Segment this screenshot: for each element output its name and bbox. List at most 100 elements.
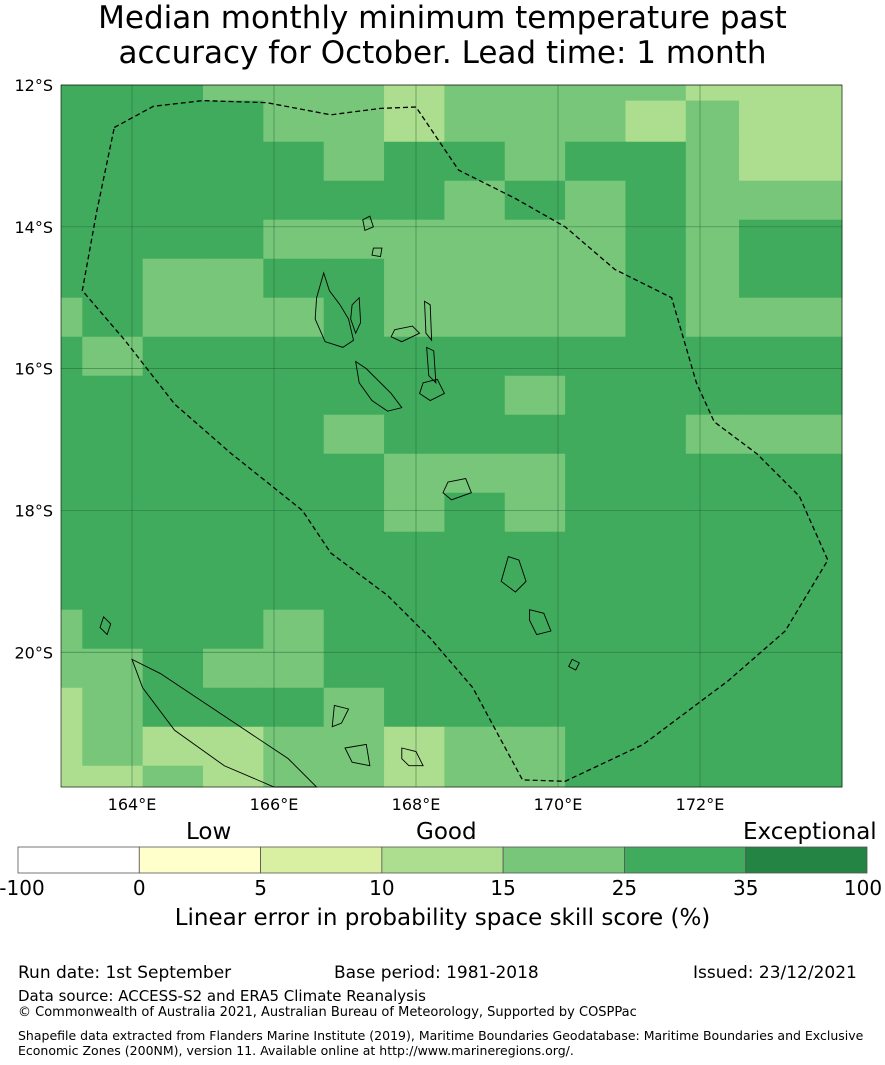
latitude-label: 14°S — [14, 218, 53, 237]
skill-cell — [685, 453, 740, 494]
skill-cell — [82, 297, 144, 338]
skill-cell — [565, 414, 626, 455]
skill-cell — [504, 375, 566, 416]
skill-cell — [504, 609, 566, 650]
skill-cell — [142, 726, 204, 767]
skill-cell — [444, 531, 506, 572]
island-outline — [401, 747, 424, 767]
skill-cell — [565, 609, 626, 650]
skill-cell — [203, 258, 264, 299]
skill-cell — [739, 336, 843, 377]
legend-color-segment — [138, 846, 261, 874]
legend-color-segment — [745, 846, 868, 874]
skill-cell — [61, 648, 83, 689]
skill-cell — [263, 531, 325, 572]
base-period: Base period: 1981-2018 — [334, 963, 539, 983]
skill-cell — [739, 414, 843, 455]
skill-cell — [323, 219, 385, 260]
skill-cell — [685, 375, 740, 416]
skill-cell — [444, 765, 506, 788]
legend-word-exceptional: Exceptional — [743, 819, 877, 845]
skill-cell — [685, 765, 740, 788]
eez-boundary — [81, 99, 829, 782]
skill-cell — [82, 492, 144, 533]
skill-cell — [61, 687, 83, 728]
latitude-label: 16°S — [14, 360, 53, 379]
skill-cell — [323, 180, 385, 221]
skill-cell — [504, 219, 566, 260]
skill-cell — [323, 609, 385, 650]
skill-cell — [565, 375, 626, 416]
skill-cell — [82, 336, 144, 377]
skill-cell — [203, 414, 264, 455]
island-outline — [344, 743, 371, 767]
skill-cell — [384, 85, 445, 102]
skill-cell — [565, 453, 626, 494]
legend-tick-label: 10 — [369, 876, 395, 900]
skill-cell — [323, 336, 385, 377]
copyright: © Commonwealth of Australia 2021, Austra… — [18, 1005, 637, 1020]
island-outline — [355, 360, 403, 412]
skill-cell — [142, 570, 204, 611]
skill-cell — [504, 85, 566, 102]
skill-cell — [739, 219, 843, 260]
skill-cell — [504, 100, 566, 143]
skill-cell — [444, 141, 506, 182]
skill-cell — [739, 492, 843, 533]
skill-cell — [565, 100, 626, 143]
legend-word-good: Good — [416, 819, 477, 845]
skill-cell — [203, 85, 264, 102]
skill-cell — [82, 219, 144, 260]
skill-cell — [504, 765, 566, 788]
island-outline — [390, 325, 421, 343]
skill-cell — [565, 141, 626, 182]
skill-cell — [565, 687, 626, 728]
skill-cell — [685, 492, 740, 533]
skill-cell — [61, 219, 83, 260]
skill-cell — [504, 141, 566, 182]
skill-cell — [142, 492, 204, 533]
skill-cell — [625, 375, 687, 416]
legend-tick-label: 100 — [843, 876, 883, 900]
skill-cell — [203, 100, 264, 143]
skill-cell — [384, 765, 445, 788]
skill-cell — [263, 609, 325, 650]
skill-cell — [504, 570, 566, 611]
skill-cell — [444, 219, 506, 260]
skill-cell — [685, 687, 740, 728]
skill-cell — [82, 414, 144, 455]
longitude-labels: 164°E 166°E 168°E 170°E 172°E — [108, 795, 725, 814]
skill-cell — [61, 453, 83, 494]
skill-cell — [203, 648, 264, 689]
skill-cell — [685, 219, 740, 260]
skill-cell — [625, 609, 687, 650]
legend-tick-label: 5 — [254, 876, 267, 900]
skill-cell — [739, 100, 843, 143]
skill-cell — [444, 453, 506, 494]
skill-cell — [323, 141, 385, 182]
skill-cell — [203, 297, 264, 338]
skill-cell — [565, 726, 626, 767]
island-outline — [529, 609, 552, 636]
legend-color-segment — [260, 846, 383, 874]
skill-cell — [739, 726, 843, 767]
skill-cell — [82, 180, 144, 221]
skill-cell — [444, 570, 506, 611]
skill-cell — [384, 219, 445, 260]
longitude-label: 164°E — [108, 795, 157, 814]
skill-cell — [625, 648, 687, 689]
skill-cell — [625, 219, 687, 260]
skill-cell — [61, 726, 83, 767]
skill-cell — [625, 453, 687, 494]
skill-cell — [384, 609, 445, 650]
skill-cell — [323, 453, 385, 494]
shapefile-credit-line-1: Shapefile data extracted from Flanders M… — [18, 1028, 864, 1043]
skill-cell — [504, 648, 566, 689]
longitude-label: 170°E — [534, 795, 583, 814]
skill-cell — [61, 531, 83, 572]
skill-cell — [61, 85, 83, 102]
skill-cell — [384, 492, 445, 533]
latitude-label: 12°S — [14, 76, 53, 95]
latitude-label: 20°S — [14, 643, 53, 662]
skill-cell — [565, 336, 626, 377]
